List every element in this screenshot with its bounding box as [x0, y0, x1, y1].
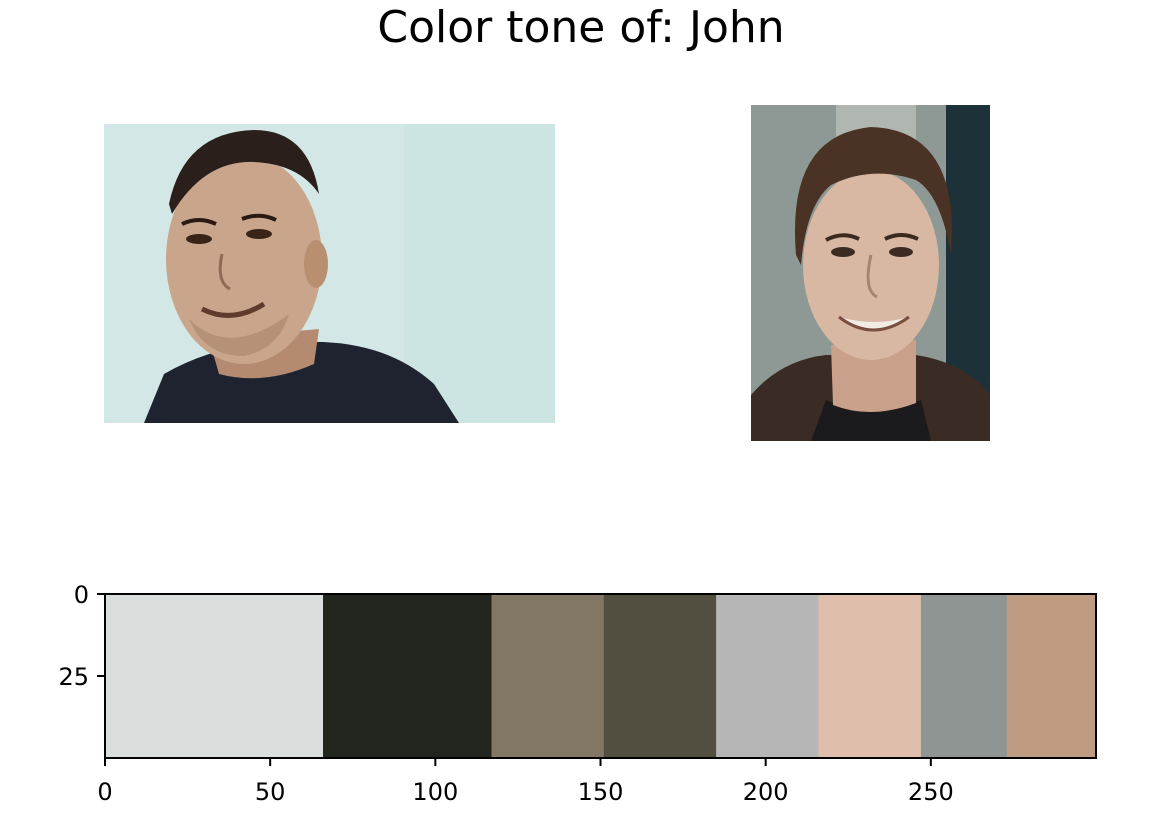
palette-segment-3 [491, 594, 605, 758]
x-tick-label-250: 250 [908, 778, 954, 806]
palette-segment-2 [323, 594, 492, 758]
x-tick-label-200: 200 [743, 778, 789, 806]
y-tick-label-0: 0 [74, 581, 89, 609]
palette-segment-5 [716, 594, 820, 758]
x-tick-label-0: 0 [97, 778, 112, 806]
palette-segment-7 [920, 594, 1008, 758]
palette-segment-1 [105, 594, 324, 758]
palette-segment-6 [818, 594, 922, 758]
x-tick-label-150: 150 [578, 778, 624, 806]
x-tick-label-100: 100 [412, 778, 458, 806]
palette-segment-4 [603, 594, 717, 758]
palette-segment-8 [1006, 594, 1097, 758]
y-tick-label-25: 25 [58, 663, 89, 691]
figure-title: Color tone of: John [377, 2, 785, 53]
x-tick-label-50: 50 [255, 778, 286, 806]
photo-right-person [751, 105, 990, 441]
photo-left-person [104, 124, 555, 423]
